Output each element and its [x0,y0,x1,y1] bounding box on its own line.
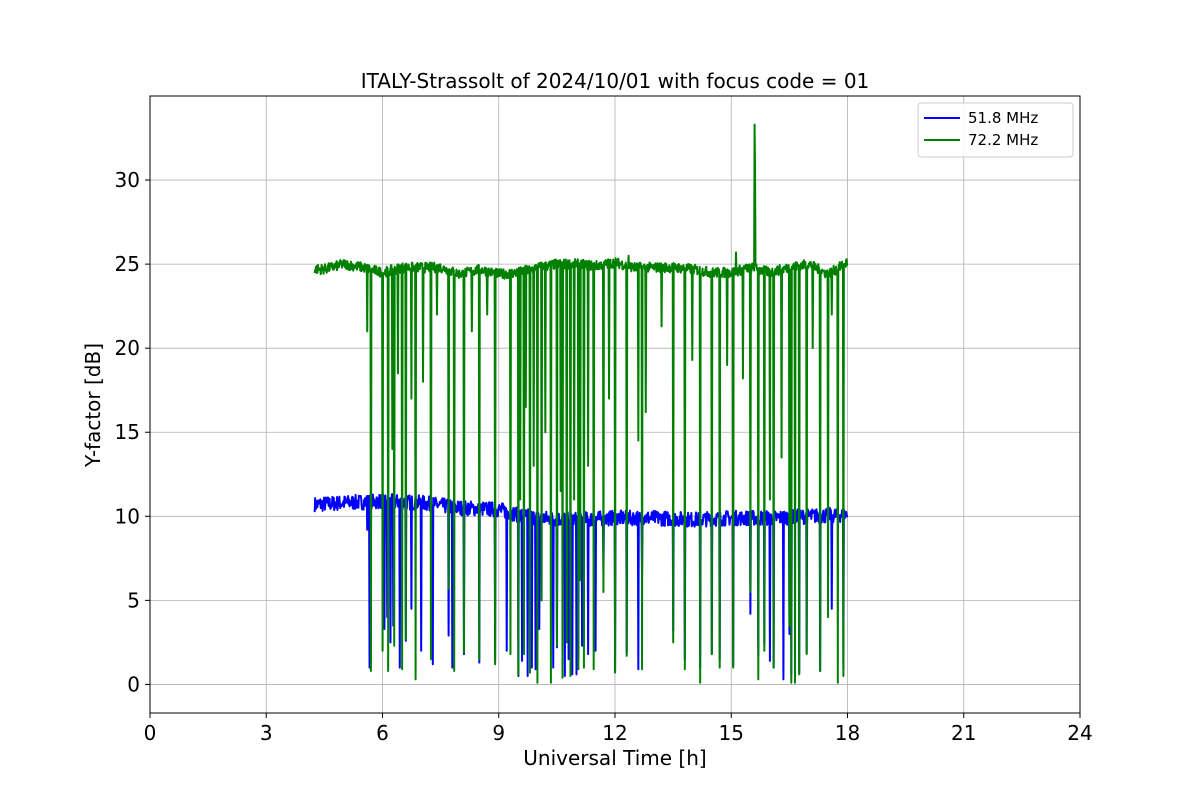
x-axis: 0 3 6 9 12 15 18 21 24 [144,713,1093,745]
y-tick-label: 20 [115,336,140,360]
x-axis-label: Universal Time [h] [523,746,706,770]
x-tick-label: 12 [602,721,627,745]
x-tick-label: 15 [719,721,744,745]
y-tick-label: 15 [115,420,140,444]
y-tick-label: 30 [115,168,140,192]
x-tick-label: 0 [144,721,157,745]
chart-title: ITALY-Strassolt of 2024/10/01 with focus… [361,69,870,93]
series-line-72-2-mhz [313,123,849,684]
legend: 51.8 MHz 72.2 MHz [917,102,1074,158]
y-tick-label: 5 [127,588,140,612]
y-tick-label: 0 [127,672,140,696]
y-tick-label: 25 [115,252,140,276]
legend-box [917,102,1074,158]
x-tick-label: 24 [1067,721,1092,745]
x-tick-label: 18 [835,721,860,745]
plot-area [313,123,849,684]
legend-label-51-8-mhz: 51.8 MHz [968,109,1038,127]
y-tick-label: 10 [115,504,140,528]
y-axis-label: Y-factor [dB] [81,343,105,468]
y-axis: 0 5 10 15 20 25 30 [115,168,150,696]
x-tick-label: 9 [492,721,505,745]
x-tick-label: 21 [951,721,976,745]
x-tick-label: 6 [376,721,389,745]
legend-label-72-2-mhz: 72.2 MHz [968,131,1038,149]
x-tick-label: 3 [260,721,273,745]
